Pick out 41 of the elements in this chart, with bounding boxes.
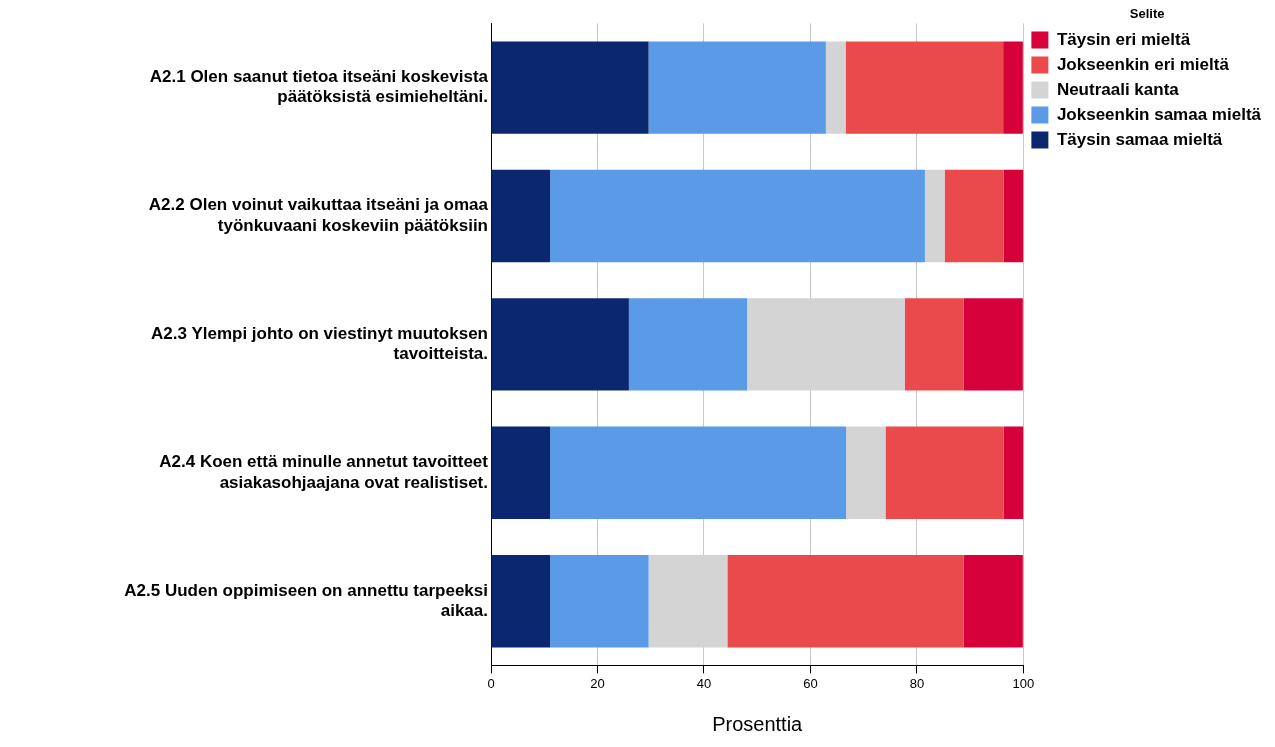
bar [491,298,629,391]
bar [550,426,847,520]
y-tick-label: A2.2 Olen voinut vaikuttaa itseäni ja omaa työnkuvaani koskeviin päätöksiin [148,195,489,235]
legend-title: Selite [1129,6,1165,22]
bar [1003,169,1024,263]
bar [491,554,551,648]
bar [648,41,826,134]
bar [491,169,551,263]
x-tick-label: 100 [1012,675,1035,691]
x-tick-label: 60 [803,675,818,691]
legend-label: Jokseenkin eri mieltä [1056,54,1230,74]
bar [846,426,886,520]
bar [924,169,945,263]
legend-label: Täysin samaa mieltä [1056,129,1223,149]
bar [491,426,551,520]
bar [845,41,1004,134]
legend-label: Jokseenkin samaa mieltä [1056,104,1262,124]
bar [825,41,846,134]
y-tick-label: A2.4 Koen että minulle annetut tavoitteet asiakasohjaajana ovat realistiset. [159,452,489,492]
bar [550,554,649,648]
y-tick-label: A2.1 Olen saanut tietoa itseäni koskevista päätöksistä esimieheltäni. [149,67,489,107]
bar [885,426,1004,520]
x-tick-label: 80 [909,675,925,691]
x-tick-label: 40 [696,675,712,691]
bar [727,554,964,648]
bar [944,169,1004,263]
bar [963,298,1023,391]
bar [491,41,649,134]
bar [550,169,925,263]
bar [628,298,748,391]
bar [963,554,1023,648]
legend-label: Täysin eri mieltä [1056,29,1191,49]
legend-label: Neutraali kanta [1056,79,1180,99]
bar [1003,426,1024,520]
bar [1003,41,1023,134]
x-tick-label: 0 [487,675,495,691]
x-tick-label: 20 [590,675,605,691]
y-tick-label: A2.3 Ylempi johto on viestinyt muutoksen tavoitteista. [151,323,488,364]
x-axis-title: Prosenttia [712,712,804,735]
bar [904,298,964,391]
y-tick-label: A2.5 Uuden oppimiseen on annettu tarpeeksi aikaa. [124,580,488,621]
